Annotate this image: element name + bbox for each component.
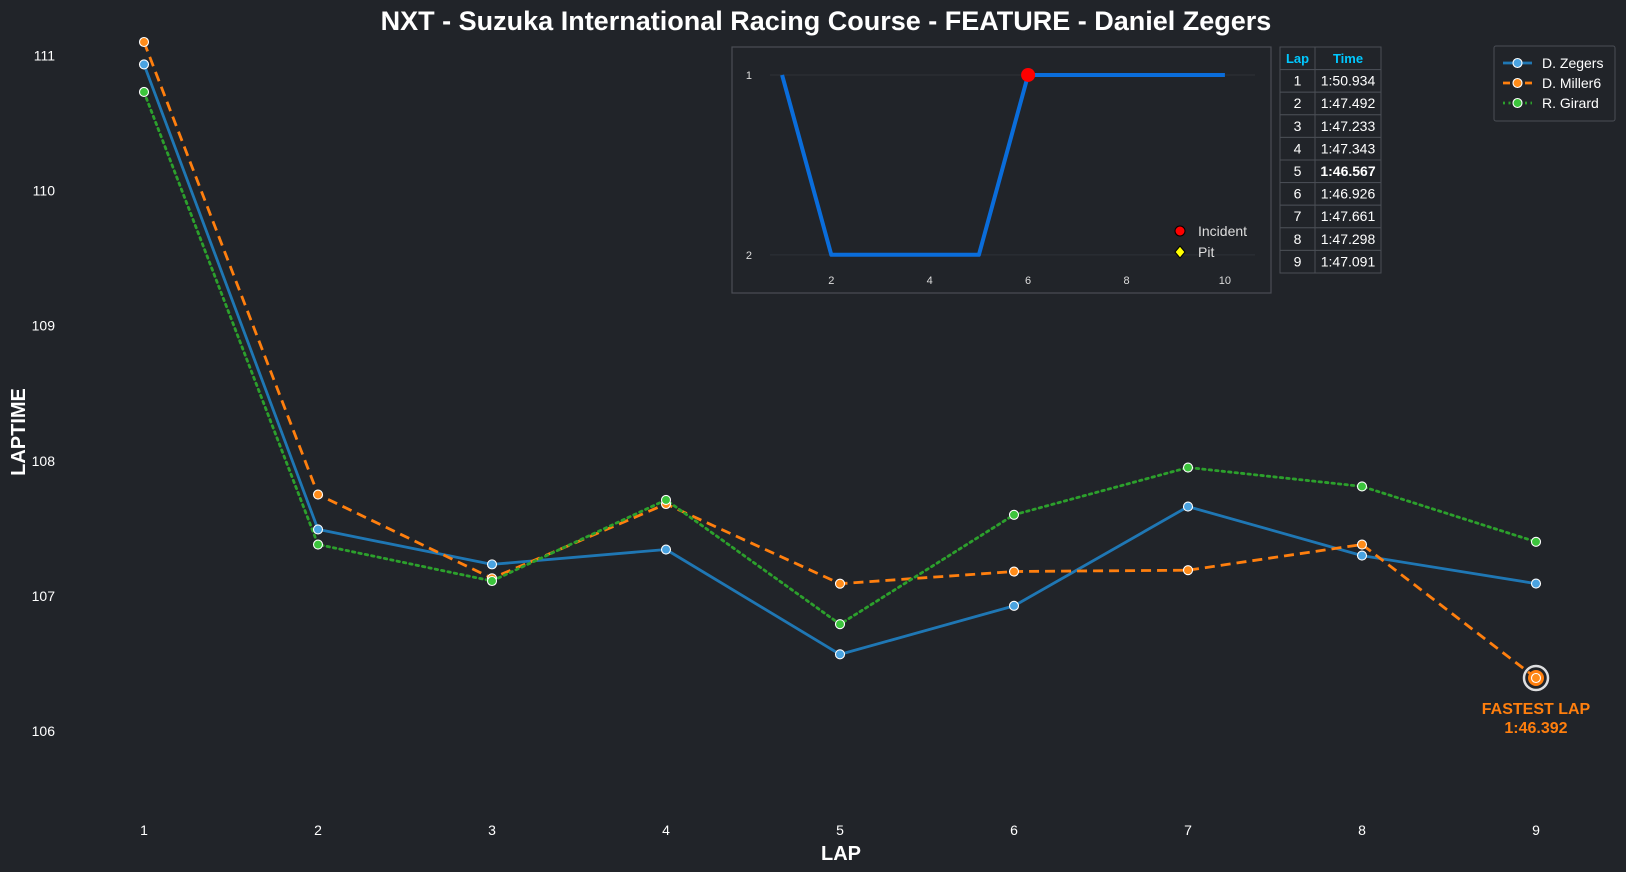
table-time-cell: 1:47.233 bbox=[1321, 118, 1376, 134]
point-girard bbox=[1008, 509, 1020, 520]
point-zegers bbox=[1182, 501, 1194, 512]
x-tick-label: 7 bbox=[1184, 822, 1192, 838]
fastest-lap-label: FASTEST LAP bbox=[1482, 701, 1591, 718]
point-girard bbox=[1356, 481, 1368, 492]
point-miller6 bbox=[834, 578, 846, 589]
legend-marker bbox=[1512, 57, 1523, 69]
inset-position-line bbox=[780, 73, 1225, 257]
y-tick-label: 111 bbox=[34, 48, 55, 64]
table-time-cell: 1:47.298 bbox=[1321, 231, 1376, 247]
point-zegers bbox=[486, 559, 498, 570]
point-girard bbox=[834, 619, 846, 630]
point-miller6 bbox=[1530, 672, 1542, 684]
inset-x-tick-label: 2 bbox=[828, 275, 834, 287]
legend: D. Zegers D. Miller6 R. Girard bbox=[1493, 45, 1616, 122]
inset-x-tick-label: 10 bbox=[1219, 275, 1231, 287]
inset-x-tick-label: 8 bbox=[1123, 275, 1129, 287]
point-girard bbox=[660, 494, 672, 505]
x-tick-label: 9 bbox=[1532, 822, 1540, 838]
table-lap-cell: 9 bbox=[1294, 253, 1302, 269]
point-miller6 bbox=[1008, 566, 1020, 577]
table-cell-border bbox=[1314, 249, 1382, 274]
inset-y-tick-label: 2 bbox=[746, 250, 752, 262]
point-zegers bbox=[834, 649, 846, 660]
point-miller6 bbox=[1356, 539, 1368, 550]
table-time-cell: 1:47.091 bbox=[1321, 253, 1376, 269]
point-girard bbox=[312, 539, 324, 550]
point-zegers bbox=[1356, 550, 1368, 561]
legend-marker bbox=[1512, 77, 1523, 89]
table-time-cell: 1:47.492 bbox=[1321, 95, 1376, 111]
table-time-cell: 1:47.661 bbox=[1321, 208, 1376, 224]
table-time-cell: 1:46.926 bbox=[1321, 186, 1376, 202]
y-tick-label: 107 bbox=[32, 588, 56, 604]
table-time-cell: 1:46.567 bbox=[1320, 163, 1375, 179]
x-tick-label: 5 bbox=[836, 822, 844, 838]
x-tick-label: 4 bbox=[662, 822, 670, 838]
point-zegers bbox=[1008, 600, 1020, 611]
x-tick-label: 6 bbox=[1010, 822, 1018, 838]
table-lap-cell: 4 bbox=[1294, 140, 1302, 156]
inset-x-tick-label: 4 bbox=[927, 275, 933, 287]
point-miller6 bbox=[138, 36, 150, 48]
table-time-cell: 1:50.934 bbox=[1321, 73, 1376, 89]
x-axis-title: LAP bbox=[821, 843, 861, 865]
legend-marker bbox=[1512, 97, 1523, 109]
fastest-lap-time: 1:46.392 bbox=[1504, 720, 1567, 737]
table-header-cell: Time bbox=[1333, 51, 1363, 66]
point-miller6 bbox=[312, 489, 324, 500]
table-lap-cell: 2 bbox=[1294, 95, 1302, 111]
inset-x-tick-label: 6 bbox=[1025, 275, 1031, 287]
legend-box bbox=[1493, 45, 1616, 122]
table-lap-cell: 5 bbox=[1294, 163, 1302, 179]
x-tick-label: 3 bbox=[488, 822, 496, 838]
table-header-cell: Lap bbox=[1286, 51, 1309, 66]
inset-legend-pit-label: Pit bbox=[1198, 244, 1214, 260]
point-zegers bbox=[1530, 578, 1542, 589]
point-zegers bbox=[138, 59, 150, 70]
chart-title: NXT - Suzuka International Racing Course… bbox=[381, 6, 1272, 36]
table-time-cell: 1:47.343 bbox=[1321, 140, 1376, 156]
inset-legend-incident-label: Incident bbox=[1198, 223, 1247, 239]
legend-item-miller6: D. Miller6 bbox=[1542, 75, 1601, 91]
point-zegers bbox=[312, 524, 324, 535]
inset-incident-marker bbox=[1021, 67, 1036, 82]
lap-time-table: Lap Time 1 1:50.934 2 1:47.492 3 1:47.233 4 1:47.… bbox=[1279, 46, 1382, 274]
inset-y-tick-label: 1 bbox=[746, 70, 752, 82]
y-tick-label: 109 bbox=[32, 318, 56, 334]
x-tick-label: 1 bbox=[140, 822, 148, 838]
point-girard bbox=[1182, 462, 1194, 473]
position-inset-chart: 1 2 2 4 6 8 10 Incident Pit bbox=[731, 46, 1272, 294]
fastest-lap-marker-ring bbox=[1522, 664, 1550, 692]
table-lap-cell: 1 bbox=[1294, 73, 1302, 89]
point-girard bbox=[138, 86, 150, 98]
table-lap-cell: 3 bbox=[1294, 118, 1302, 134]
y-tick-label: 110 bbox=[33, 183, 56, 199]
legend-item-zegers: D. Zegers bbox=[1542, 55, 1603, 71]
point-zegers bbox=[660, 544, 672, 555]
y-axis-title: LAPTIME bbox=[8, 388, 30, 476]
table-lap-cell: 7 bbox=[1294, 208, 1302, 224]
y-tick-label: 106 bbox=[32, 723, 56, 739]
table-lap-cell: 8 bbox=[1294, 231, 1302, 247]
legend-item-girard: R. Girard bbox=[1542, 95, 1599, 111]
point-girard bbox=[486, 575, 498, 587]
inset-legend-incident-marker bbox=[1174, 225, 1186, 237]
y-tick-label: 108 bbox=[32, 453, 56, 469]
inset-legend-pit-marker bbox=[1174, 245, 1186, 259]
x-tick-label: 2 bbox=[314, 822, 322, 838]
point-girard bbox=[1530, 536, 1542, 547]
table-lap-cell: 6 bbox=[1294, 186, 1302, 202]
point-miller6 bbox=[1182, 565, 1194, 576]
x-tick-label: 8 bbox=[1358, 822, 1366, 838]
